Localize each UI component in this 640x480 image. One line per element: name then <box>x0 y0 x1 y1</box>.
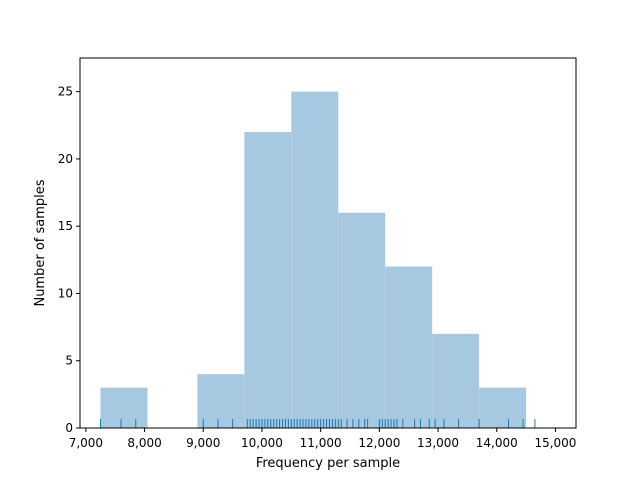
x-tick-label: 7,000 <box>69 436 103 450</box>
x-axis-ticks: 7,000 8,000 9,000 10,000 11,000 12,000 13,000 1… <box>69 428 576 450</box>
x-tick-label: 13,000 <box>417 436 459 450</box>
plot-frame <box>79 57 577 429</box>
y-axis-label: Number of samples <box>33 179 48 306</box>
x-tick-label: 14,000 <box>476 436 518 450</box>
x-tick-label: 11,000 <box>300 436 342 450</box>
x-tick-label: 10,000 <box>241 436 283 450</box>
y-tick-label: 20 <box>58 152 73 166</box>
histogram-bar <box>291 91 339 429</box>
x-tick-label: 8,000 <box>127 436 161 450</box>
rug-marks <box>100 419 536 428</box>
y-tick-label: 25 <box>58 85 73 99</box>
x-tick-label: 15,000 <box>534 436 576 450</box>
y-tick-label: 10 <box>58 286 73 300</box>
histogram-bar <box>479 387 527 428</box>
x-axis-label: Frequency per sample <box>256 456 400 471</box>
x-tick-label: 9,000 <box>186 436 220 450</box>
histogram-bars <box>100 91 527 429</box>
y-tick-label: 5 <box>65 354 73 368</box>
histogram-bar <box>197 374 245 428</box>
y-tick-label: 0 <box>65 421 73 435</box>
histogram-bar <box>338 212 386 428</box>
histogram-bar <box>244 132 292 428</box>
histogram-bar <box>100 387 148 428</box>
y-axis-ticks: 0 5 10 15 20 25 <box>58 85 80 435</box>
y-tick-label: 15 <box>58 219 73 233</box>
histogram-bar <box>385 266 433 428</box>
histogram-bar <box>432 333 480 428</box>
x-tick-label: 12,000 <box>358 436 400 450</box>
